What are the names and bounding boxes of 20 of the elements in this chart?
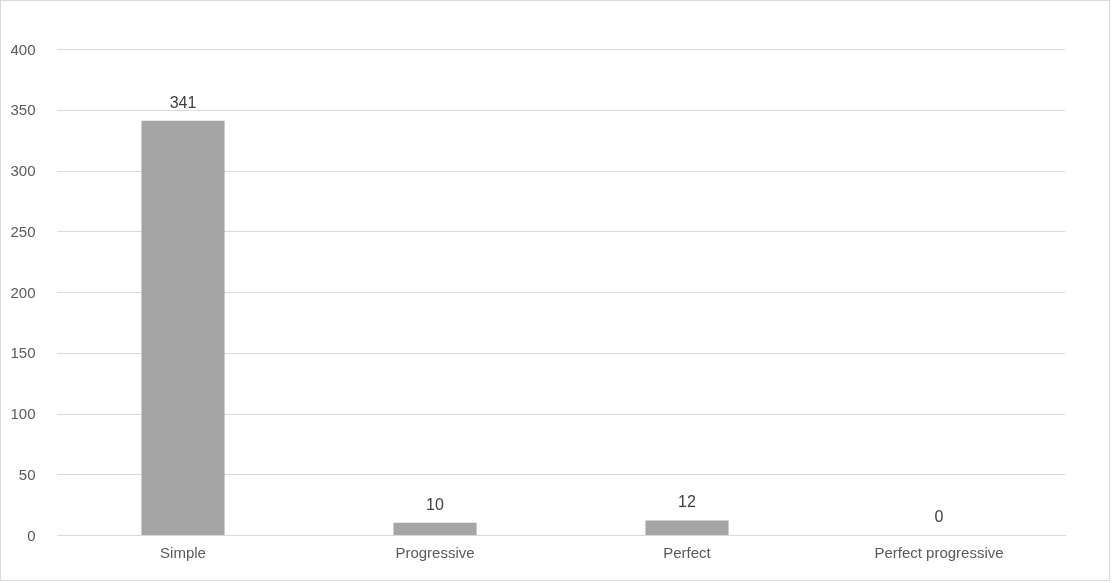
x-tick-label: Perfect (663, 543, 712, 561)
y-tick-label: 300 (10, 162, 36, 179)
y-tick-label: 0 (27, 526, 36, 544)
y-tick-label: 250 (10, 222, 36, 240)
bar (645, 520, 729, 535)
y-tick-label: 200 (10, 283, 36, 301)
x-tick-label: Perfect progressive (874, 543, 1004, 561)
data-label: 341 (169, 93, 197, 111)
bar (141, 120, 225, 535)
y-tick-label: 400 (10, 40, 36, 58)
x-tick-label: Progressive (395, 543, 475, 561)
y-tick-label: 350 (10, 101, 36, 119)
x-tick-label: Simple (160, 543, 206, 561)
y-tick-label: 50 (18, 465, 36, 483)
data-label: 12 (678, 493, 696, 511)
data-label: 10 (426, 495, 444, 513)
data-label: 0 (934, 508, 944, 525)
y-tick-label: 150 (10, 344, 36, 362)
bar (393, 522, 477, 535)
y-tick-label: 100 (10, 405, 36, 422)
